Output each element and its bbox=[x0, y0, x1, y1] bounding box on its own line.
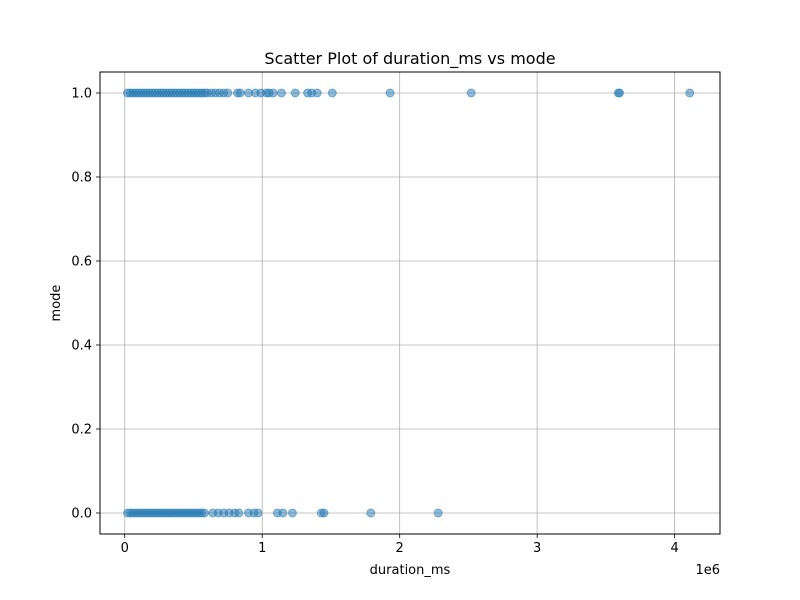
y-tick-label: 0.2 bbox=[71, 423, 92, 438]
scatter-point bbox=[312, 88, 322, 98]
scatter-point bbox=[278, 508, 288, 518]
y-tick-label: 0.0 bbox=[71, 507, 92, 522]
axis-ticks: 0 1 2 3 4 0.0 0.2 0.4 0.6 0.8 1.0 bbox=[71, 87, 678, 557]
x-tick-label: 4 bbox=[670, 541, 678, 556]
scatter-point bbox=[366, 508, 376, 518]
scatter-point bbox=[268, 88, 278, 98]
x-tick-label: 0 bbox=[121, 541, 129, 556]
x-axis-label: duration_ms bbox=[370, 563, 451, 578]
scatter-point bbox=[615, 88, 625, 98]
y-tick-label: 0.6 bbox=[71, 255, 92, 270]
scatter-point bbox=[223, 88, 233, 98]
scatter-point bbox=[199, 508, 209, 518]
scatter-point bbox=[685, 88, 695, 98]
scatter-point bbox=[235, 88, 245, 98]
x-axis-offset-label: 1e6 bbox=[695, 563, 720, 578]
x-tick-label: 3 bbox=[533, 541, 541, 556]
scatter-point bbox=[276, 88, 286, 98]
y-axis-label: mode bbox=[49, 285, 64, 322]
y-tick-label: 1.0 bbox=[71, 87, 92, 102]
scatter-point bbox=[466, 88, 476, 98]
y-tick-label: 0.8 bbox=[71, 171, 92, 186]
scatter-point bbox=[433, 508, 443, 518]
y-tick-label: 0.4 bbox=[71, 339, 92, 354]
scatter-point bbox=[327, 88, 337, 98]
scatter-point bbox=[253, 508, 263, 518]
scatter-point bbox=[385, 88, 395, 98]
scatter-point bbox=[287, 508, 297, 518]
plot-frame bbox=[99, 71, 721, 535]
scatter-point bbox=[319, 508, 329, 518]
x-tick-label: 2 bbox=[396, 541, 404, 556]
x-tick-label: 1 bbox=[258, 541, 266, 556]
scatter-points bbox=[122, 88, 695, 518]
scatter-point bbox=[234, 508, 244, 518]
chart-title: Scatter Plot of duration_ms vs mode bbox=[264, 49, 555, 69]
scatter-point bbox=[290, 88, 300, 98]
